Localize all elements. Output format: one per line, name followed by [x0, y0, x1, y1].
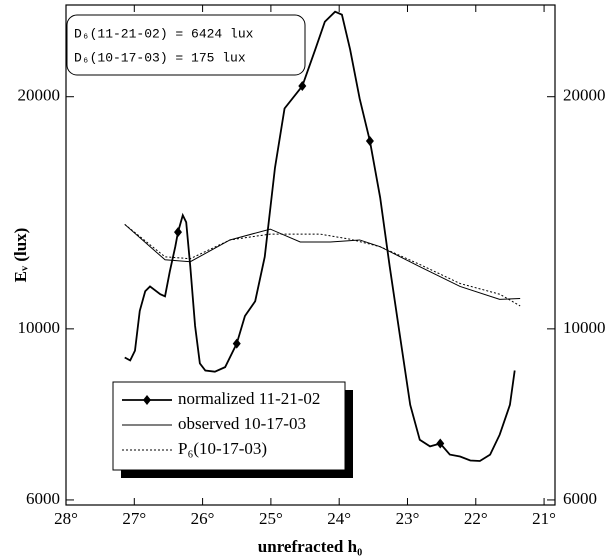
- legend-label: P₆(10-17-03): [178, 439, 267, 458]
- marker: [436, 438, 445, 449]
- marker: [232, 338, 241, 349]
- annotation-box: [66, 14, 306, 76]
- y2-tick-label: 10000: [563, 318, 606, 337]
- marker: [365, 136, 374, 147]
- x-tick-label: 27°: [122, 509, 146, 528]
- series-line: [124, 224, 521, 307]
- x-tick-label: 22°: [464, 509, 488, 528]
- y2-tick-label: 6000: [563, 489, 597, 508]
- x-tick-label: 24°: [327, 509, 351, 528]
- x-tick-label: 25°: [259, 509, 283, 528]
- annotation: D₆(11-21-02) = 6424 lux: [74, 26, 254, 41]
- x-tick-label: 26°: [191, 509, 215, 528]
- y2-tick-label: 20000: [563, 86, 606, 105]
- x-tick-label: 28°: [54, 509, 78, 528]
- legend-label: normalized 11-21-02: [178, 389, 320, 408]
- marker: [298, 81, 307, 92]
- y-tick-label: 6000: [26, 489, 60, 508]
- x-tick-label: 23°: [396, 509, 420, 528]
- legend-box: [112, 381, 346, 471]
- plot-frame: [65, 4, 556, 506]
- legend-marker: [143, 395, 151, 405]
- y-tick-label: 10000: [18, 318, 61, 337]
- series-line: [124, 224, 521, 300]
- y-tick-label: 20000: [18, 86, 61, 105]
- marker: [174, 227, 183, 238]
- x-tick-label: 21°: [532, 509, 556, 528]
- y-axis-label: Eᵥ (lux): [11, 228, 30, 283]
- legend-label: observed 10-17-03: [178, 414, 306, 433]
- x-axis-label: unrefracted h₀: [258, 537, 362, 556]
- annotation: D₆(10-17-03) = 175 lux: [74, 50, 246, 65]
